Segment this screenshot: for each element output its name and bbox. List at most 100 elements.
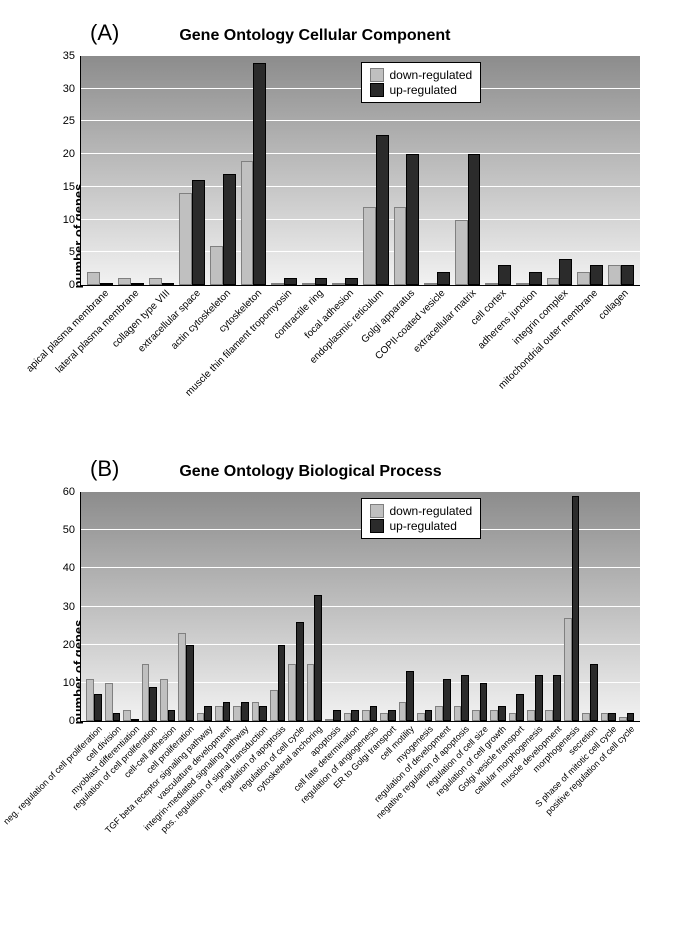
bar-group: collagen type VIII [146, 56, 177, 285]
bar-up [100, 283, 113, 285]
bar-down [252, 702, 260, 721]
bar-down [160, 679, 168, 721]
bar-group: regulation of cell cycle [287, 492, 305, 721]
panel-a-header: (A) Gene Ontology Cellular Component [20, 20, 665, 46]
bar-up [608, 713, 616, 721]
bar-group: secretion [581, 492, 599, 721]
y-tick-label: 30 [63, 601, 81, 613]
bar-up [253, 63, 266, 285]
bar-down [105, 683, 113, 721]
bar-up [498, 265, 511, 285]
bar-group: cell fate determination [342, 492, 360, 721]
legend-label-down: down-regulated [390, 68, 473, 82]
bar-up [131, 283, 144, 285]
bar-group: TGF beta receptor signaling pathway [195, 492, 213, 721]
x-label: collagen [594, 285, 631, 322]
bar-up [437, 272, 450, 285]
bar-down [307, 664, 315, 721]
bar-up [94, 694, 102, 721]
bar-down [527, 710, 535, 721]
legend-swatch-up [370, 83, 384, 97]
bar-up [186, 645, 194, 721]
bar-down [490, 710, 498, 721]
bar-down [210, 246, 223, 285]
bar-group: morphogenesis [562, 492, 580, 721]
bar-up [516, 694, 524, 721]
bar-up [559, 259, 572, 285]
bar-down [601, 713, 609, 721]
bar-group: regulation of apoptosis [269, 492, 287, 721]
bar-group: cellular morphogenesis [526, 492, 544, 721]
bar-down [362, 710, 370, 721]
bar-group: integrin-mediated signaling pathway [232, 492, 250, 721]
bar-group: vasculature development [214, 492, 232, 721]
bar-down [118, 278, 131, 285]
y-tick-label: 25 [63, 115, 81, 127]
bar-up [168, 710, 176, 721]
bar-down [270, 690, 278, 721]
bar-down [86, 679, 94, 721]
y-tick-label: 5 [69, 246, 81, 258]
bar-group: contractile ring [299, 56, 330, 285]
legend-label-up: up-regulated [390, 83, 457, 97]
bar-up [590, 265, 603, 285]
panel-a-plot: down-regulated up-regulated apical plasm… [80, 56, 640, 286]
bar-group: Golgi vesicle transport [507, 492, 525, 721]
legend-row-up: up-regulated [370, 83, 473, 97]
bar-down [455, 220, 468, 285]
bar-up [259, 706, 267, 721]
y-tick-label: 35 [63, 50, 81, 62]
y-tick-label: 20 [63, 148, 81, 160]
bar-group: lateral plasma membrane [116, 56, 147, 285]
bar-group: extracellular space [177, 56, 208, 285]
bar-up [406, 671, 414, 721]
bar-up [278, 645, 286, 721]
bar-group: cell division [103, 492, 121, 721]
bar-down [288, 664, 296, 721]
bar-down [363, 207, 376, 286]
bar-up [443, 679, 451, 721]
bar-down [399, 702, 407, 721]
bar-group: cell cortex [483, 56, 514, 285]
panel-b: (B) Gene Ontology Biological Process num… [20, 456, 665, 852]
bar-group: collagen [605, 56, 636, 285]
legend-row-down-b: down-regulated [370, 504, 473, 518]
legend-label-down-b: down-regulated [390, 504, 473, 518]
y-tick-label: 60 [63, 486, 81, 498]
y-tick-label: 50 [63, 524, 81, 536]
bar-up [296, 622, 304, 721]
bar-down [179, 193, 192, 285]
bar-group: mitochondrial outer membrane [575, 56, 606, 285]
bar-down [435, 706, 443, 721]
legend-label-up-b: up-regulated [390, 519, 457, 533]
bar-down [485, 283, 498, 285]
bar-group: regulation of cell growth [489, 492, 507, 721]
y-tick-label: 0 [69, 715, 81, 727]
bar-up [480, 683, 488, 721]
bar-group: regulation of cell proliferation [140, 492, 158, 721]
bar-down [380, 713, 388, 721]
legend-swatch-up-b [370, 519, 384, 533]
y-tick-label: 15 [63, 181, 81, 193]
legend-a: down-regulated up-regulated [361, 62, 482, 103]
bar-down [547, 278, 560, 285]
bar-up [498, 706, 506, 721]
bar-up [529, 272, 542, 285]
bar-down [577, 272, 590, 285]
bar-down [197, 713, 205, 721]
y-tick-label: 10 [63, 214, 81, 226]
bar-down [87, 272, 100, 285]
bar-group: pos. regulation of signal transduction [250, 492, 268, 721]
panel-a: (A) Gene Ontology Cellular Component num… [20, 20, 665, 416]
bar-down [472, 710, 480, 721]
bar-group: myoblast differentiation [122, 492, 140, 721]
bar-up [627, 713, 635, 721]
bar-group: cytoskeleton [238, 56, 269, 285]
bar-up [388, 710, 396, 721]
bar-down [302, 283, 315, 285]
bar-down [233, 706, 241, 721]
bar-down [424, 283, 437, 285]
bar-down [564, 618, 572, 721]
y-tick-label: 10 [63, 677, 81, 689]
bar-up [345, 278, 358, 285]
